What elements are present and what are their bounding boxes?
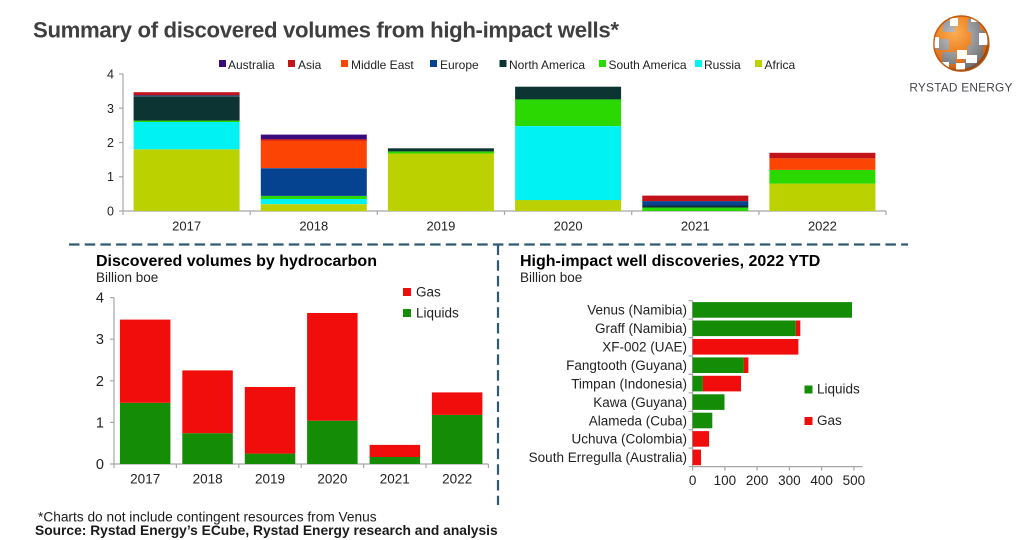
svg-text:2019: 2019 <box>426 219 455 234</box>
svg-text:2: 2 <box>96 374 104 390</box>
svg-text:2018: 2018 <box>299 219 328 234</box>
svg-text:Alameda (Cuba): Alameda (Cuba) <box>589 413 687 428</box>
svg-text:1: 1 <box>107 170 114 184</box>
svg-text:Europe: Europe <box>440 58 479 72</box>
svg-text:North America: North America <box>509 58 585 72</box>
svg-text:Kawa (Guyana): Kawa (Guyana) <box>593 395 687 410</box>
svg-text:Billion boe: Billion boe <box>96 270 158 285</box>
svg-text:Russia: Russia <box>704 58 741 72</box>
svg-text:300: 300 <box>778 473 801 488</box>
svg-text:Liquids: Liquids <box>416 306 459 321</box>
svg-text:Summary of discovered volumes: Summary of discovered volumes from high-… <box>33 18 619 43</box>
svg-text:Gas: Gas <box>817 413 842 428</box>
svg-text:1: 1 <box>96 415 104 431</box>
svg-text:Discovered volumes by hydrocar: Discovered volumes by hydrocarbon <box>96 253 377 270</box>
svg-text:200: 200 <box>746 473 769 488</box>
svg-text:Venus (Namibia): Venus (Namibia) <box>587 303 687 318</box>
svg-text:Gas: Gas <box>416 285 441 300</box>
svg-text:2020: 2020 <box>554 219 583 234</box>
svg-text:0: 0 <box>107 205 114 219</box>
svg-text:Timpan (Indonesia): Timpan (Indonesia) <box>571 376 687 391</box>
svg-text:South America: South America <box>609 58 687 72</box>
svg-text:*Charts do not include conting: *Charts do not include contingent resour… <box>38 510 377 525</box>
svg-text:Uchuva (Colombia): Uchuva (Colombia) <box>571 432 687 447</box>
svg-text:2019: 2019 <box>255 472 285 487</box>
svg-text:Source: Rystad Energy’s ECube,: Source: Rystad Energy’s ECube, Rystad En… <box>35 523 498 538</box>
svg-text:100: 100 <box>714 473 737 488</box>
svg-text:0: 0 <box>96 457 104 473</box>
svg-text:2: 2 <box>107 136 114 150</box>
svg-text:Billion boe: Billion boe <box>520 270 582 285</box>
svg-text:RYSTAD ENERGY: RYSTAD ENERGY <box>909 81 1012 95</box>
svg-text:Asia: Asia <box>298 58 322 72</box>
svg-text:Africa: Africa <box>765 58 796 72</box>
svg-text:2017: 2017 <box>172 219 201 234</box>
svg-text:Fangtooth (Guyana): Fangtooth (Guyana) <box>566 358 687 373</box>
svg-text:High-impact well discoveries,: High-impact well discoveries, 2022 YTD <box>520 253 820 270</box>
svg-text:2022: 2022 <box>808 219 837 234</box>
svg-text:2020: 2020 <box>317 472 347 487</box>
svg-text:3: 3 <box>107 102 114 116</box>
svg-text:3: 3 <box>96 332 104 348</box>
svg-text:2018: 2018 <box>193 472 223 487</box>
svg-text:500: 500 <box>843 473 866 488</box>
svg-text:Liquids: Liquids <box>817 382 860 397</box>
svg-text:400: 400 <box>810 473 833 488</box>
svg-text:XF-002 (UAE): XF-002 (UAE) <box>602 340 687 355</box>
svg-text:2021: 2021 <box>681 219 710 234</box>
svg-text:0: 0 <box>689 473 697 488</box>
svg-text:South Erregulla (Australia): South Erregulla (Australia) <box>529 450 687 465</box>
svg-text:Graff (Namibia): Graff (Namibia) <box>595 321 687 336</box>
svg-text:2021: 2021 <box>380 472 410 487</box>
svg-text:2022: 2022 <box>442 472 472 487</box>
svg-text:Australia: Australia <box>228 58 275 72</box>
svg-text:4: 4 <box>96 291 104 307</box>
svg-text:Middle East: Middle East <box>351 58 414 72</box>
svg-text:2017: 2017 <box>130 472 160 487</box>
svg-text:4: 4 <box>107 68 114 82</box>
